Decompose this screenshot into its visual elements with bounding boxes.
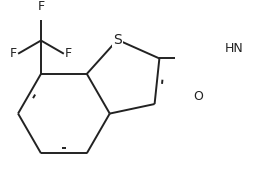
- Text: S: S: [113, 33, 122, 47]
- Text: O: O: [193, 90, 203, 103]
- Text: F: F: [65, 47, 72, 60]
- Text: F: F: [37, 0, 45, 13]
- Text: F: F: [10, 47, 17, 60]
- Text: HN: HN: [225, 42, 244, 55]
